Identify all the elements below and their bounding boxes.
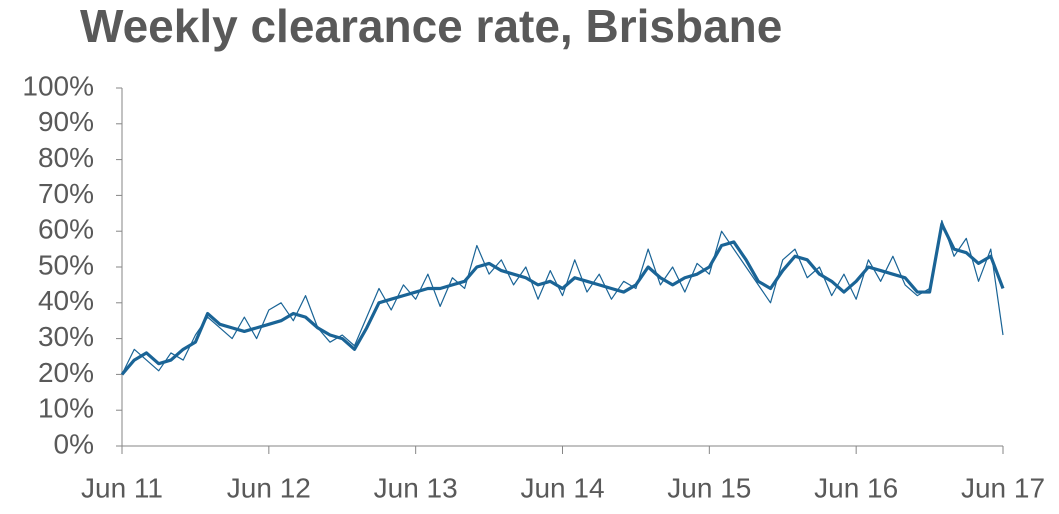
x-tick-label: Jun 16	[814, 472, 898, 503]
series-line	[120, 222, 1005, 376]
x-tick-label: Jun 13	[374, 472, 458, 503]
x-tick-label: Jun 14	[520, 472, 604, 503]
y-tick-label: 20%	[38, 357, 94, 388]
x-tick-label: Jun 15	[667, 472, 751, 503]
y-tick-label: 50%	[38, 249, 94, 280]
x-tick-label: Jun 17	[961, 472, 1045, 503]
y-tick-label: 10%	[38, 393, 94, 424]
y-tick-label: 70%	[38, 178, 94, 209]
x-tick-label: Jun 12	[227, 472, 311, 503]
y-tick-label: 0%	[54, 428, 94, 459]
y-tick-label: 80%	[38, 142, 94, 173]
y-tick-label: 30%	[38, 321, 94, 352]
series-line	[121, 219, 1004, 375]
y-tick-label: 40%	[38, 285, 94, 316]
y-tick-label: 90%	[38, 106, 94, 137]
x-tick-label: Jun 11	[81, 472, 163, 503]
y-tick-label: 100%	[22, 70, 94, 101]
chart-title: Weekly clearance rate, Brisbane	[80, 0, 782, 52]
y-tick-label: 60%	[38, 214, 94, 245]
